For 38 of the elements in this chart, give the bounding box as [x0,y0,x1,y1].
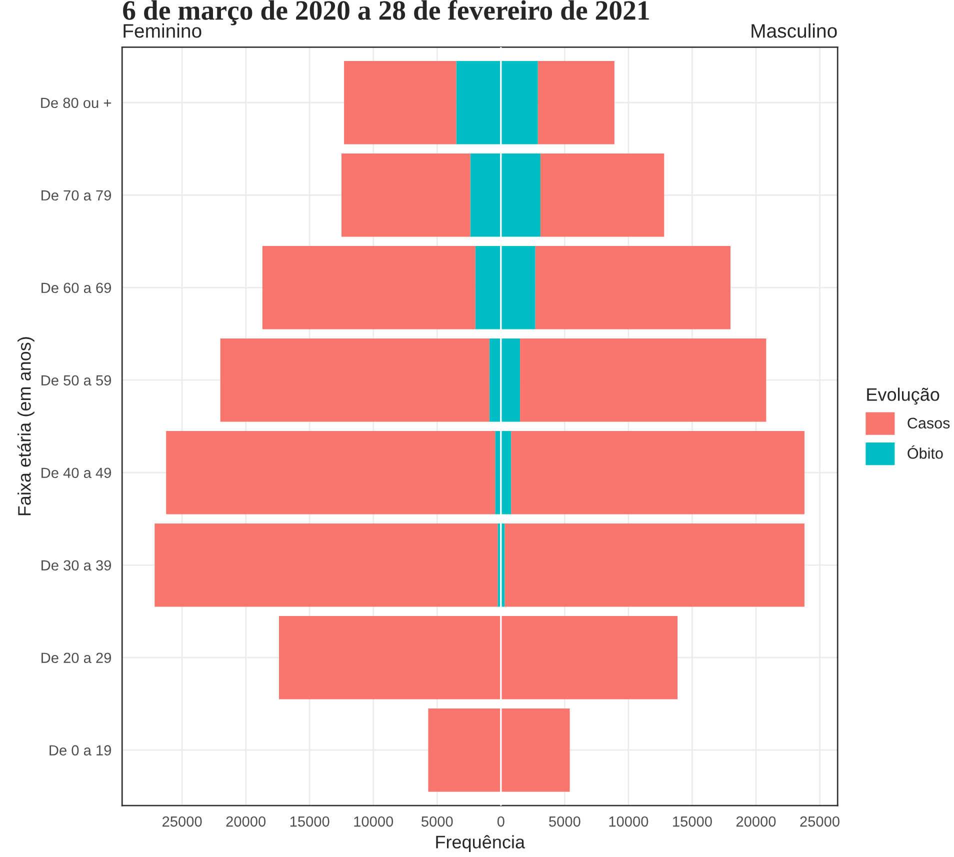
legend-label: Óbito [908,445,943,459]
bar [535,246,730,330]
bar [344,61,456,144]
y-axis-title: Faixa etária (em anos) [17,337,34,516]
legend-title: Evolução [867,388,940,405]
text: Feminino [124,24,202,38]
y-tick-label: De 30 a 39 [42,560,112,571]
y-tick-label: De 50 a 59 [42,375,112,386]
bar [166,430,496,514]
x-tick-label: 0 [497,816,504,827]
y-tick-label: De 20 a 29 [42,652,112,664]
x-tick-label: 10000 [609,816,648,827]
x-tick-label: 5000 [422,816,453,827]
x-tick-label: 20000 [226,816,266,827]
bar [154,523,498,607]
bar [220,338,490,422]
y-tick-label: De 80 ou + [41,98,111,108]
y-tick-label: De 40 a 49 [42,468,112,478]
bar [538,61,614,144]
y-tick-label: De 0 a 19 [50,745,112,756]
y-tick-label: De 70 a 79 [42,190,112,201]
legend-label: Casos [908,418,950,429]
x-tick-label: 15000 [290,816,330,827]
x-tick-label: 5000 [549,816,580,827]
bar [511,430,804,514]
x-tick-label: 25000 [162,816,202,827]
x-tick-label: 20000 [736,816,776,827]
bar [540,154,664,237]
text: Masculino [752,24,837,38]
bar [262,246,476,330]
bar [504,523,804,607]
x-tick-label: 25000 [800,816,840,827]
bar [520,338,766,422]
bar [341,154,470,237]
x-tick-label: 10000 [354,816,394,827]
y-tick-label: De 60 a 69 [42,282,112,294]
x-axis-title: Frequência [436,835,526,852]
x-tick-label: 15000 [673,816,712,827]
